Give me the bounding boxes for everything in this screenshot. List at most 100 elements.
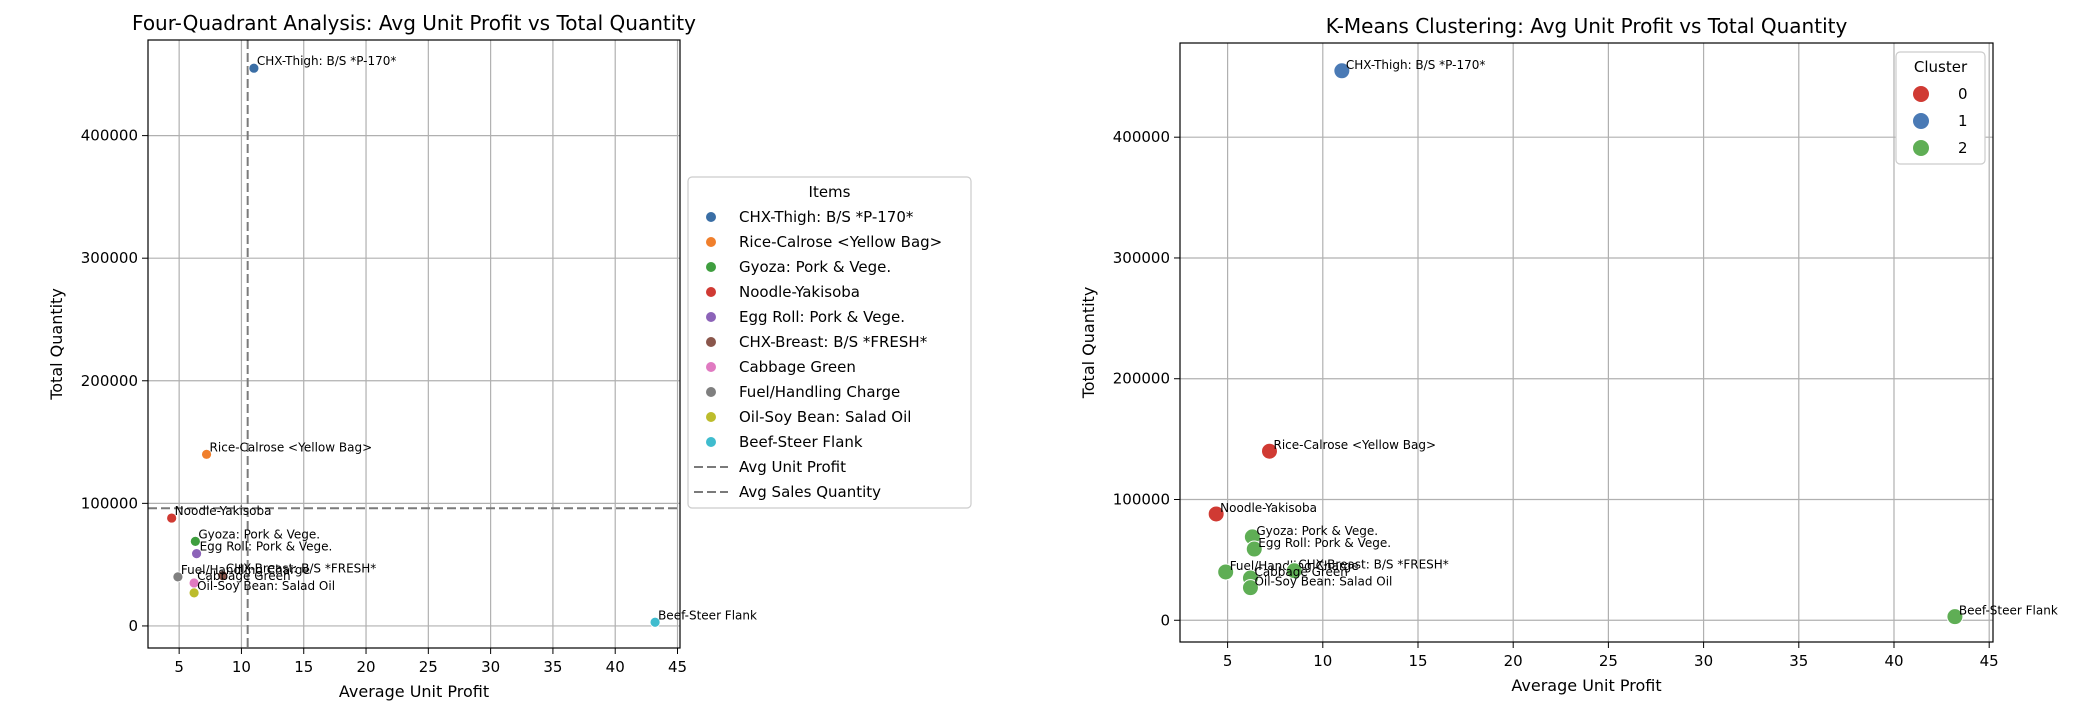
point-label: Rice-Calrose <Yellow Bag> <box>210 440 373 454</box>
x-tick-label: 30 <box>1694 652 1713 670</box>
data-point <box>188 587 200 599</box>
x-tick-label: 35 <box>543 658 562 676</box>
point-label: CHX-Thigh: B/S *P-170* <box>1346 58 1486 72</box>
data-point <box>248 62 260 74</box>
legend-title: Cluster <box>1914 58 1968 76</box>
point-label: Beef-Steer Flank <box>658 608 757 622</box>
x-tick-label: 20 <box>356 658 375 676</box>
chart-title: K-Means Clustering: Avg Unit Profit vs T… <box>1326 14 1848 38</box>
legend-marker <box>1913 86 1929 102</box>
data-point <box>217 570 229 582</box>
legend-entry: CHX-Breast: B/S *FRESH* <box>739 333 928 351</box>
legend-entry: 0 <box>1958 85 1968 103</box>
point-label: CHX-Breast: B/S *FRESH* <box>1298 558 1449 572</box>
legend: Items CHX-Thigh: B/S *P-170* Rice-Calrose … <box>687 176 972 509</box>
plot-0: 5 10 15 20 25 30 35 40 45 0 100000 200000 300000 4000… <box>47 11 972 701</box>
x-tick-label: 45 <box>668 658 687 676</box>
plot-frame <box>1179 42 1994 643</box>
data-point <box>1241 579 1259 597</box>
x-tick-label: 45 <box>1980 652 1999 670</box>
point-label: Oil-Soy Bean: Salad Oil <box>1254 575 1392 589</box>
x-tick-label: 40 <box>606 658 625 676</box>
legend-marker <box>706 337 716 347</box>
data-point <box>1333 62 1351 80</box>
legend-marker <box>706 287 716 297</box>
point-label: Rice-Calrose <Yellow Bag> <box>1273 438 1436 452</box>
point-label: Noodle-Yakisoba <box>175 504 272 518</box>
x-tick-label: 25 <box>419 658 438 676</box>
legend-entry: 1 <box>1958 112 1968 130</box>
legend-marker <box>1913 113 1929 129</box>
y-tick-label: 400000 <box>1113 128 1170 146</box>
data-point <box>1946 608 1964 626</box>
y-tick-label: 300000 <box>1113 249 1170 267</box>
x-tick-label: 15 <box>1408 652 1427 670</box>
legend-entry: Avg Sales Quantity <box>739 483 881 501</box>
point-label: Egg Roll: Pork & Vege. <box>200 540 333 554</box>
y-tick-label: 0 <box>1160 611 1170 629</box>
legend-box <box>1895 51 1986 165</box>
data-point <box>1245 540 1263 558</box>
legend-entry: Oil-Soy Bean: Salad Oil <box>739 408 911 426</box>
point-label: Gyoza: Pork & Vege. <box>198 527 320 541</box>
legend-marker <box>706 387 716 397</box>
x-axis-label: Average Unit Profit <box>1511 676 1661 695</box>
point-label: Oil-Soy Bean: Salad Oil <box>197 579 335 593</box>
legend-marker <box>706 262 716 272</box>
legend-entry: Egg Roll: Pork & Vege. <box>739 308 905 326</box>
x-tick-label: 10 <box>232 658 251 676</box>
legend-entry: Cabbage Green <box>739 358 856 376</box>
point-label: Gyoza: Pork & Vege. <box>1256 524 1378 538</box>
x-tick-label: 5 <box>174 658 184 676</box>
y-axis-label: Total Quantity <box>47 288 66 401</box>
y-axis-label: Total Quantity <box>1079 287 1098 400</box>
data-point <box>1285 562 1303 580</box>
point-label: CHX-Thigh: B/S *P-170* <box>257 54 397 68</box>
y-tick-label: 0 <box>128 617 138 635</box>
plot-1: 5 10 15 20 25 30 35 40 4501000002000003000004000… <box>1079 14 2058 695</box>
data-point <box>1217 563 1235 581</box>
legend-box <box>687 176 972 509</box>
legend-entry: Beef-Steer Flank <box>739 433 863 451</box>
legend-entry: CHX-Thigh: B/S *P-170* <box>739 208 914 226</box>
legend-marker <box>706 412 716 422</box>
legend-marker <box>706 312 716 322</box>
point-label: Noodle-Yakisoba <box>1220 501 1317 515</box>
data-point <box>201 448 212 460</box>
legend-marker <box>706 362 716 372</box>
data-point <box>1207 505 1225 523</box>
y-tick-label: 300000 <box>81 249 138 267</box>
legend-marker <box>1913 140 1929 156</box>
point-label: CHX-Breast: B/S *FRESH* <box>226 562 377 576</box>
legend-entry: Fuel/Handling Charge <box>739 383 900 401</box>
point-label: Fuel/Handling Charge <box>181 563 310 577</box>
legend: Cluster 0 1 2 <box>1895 51 1986 165</box>
data-point <box>189 535 201 547</box>
data-point <box>191 548 202 560</box>
y-tick-label: 100000 <box>1113 490 1170 508</box>
legend-marker <box>706 212 716 222</box>
legend-title: Items <box>809 183 851 201</box>
data-point <box>1260 442 1278 460</box>
y-tick-label: 100000 <box>81 494 138 512</box>
legend-entry: Avg Unit Profit <box>739 458 846 476</box>
data-point <box>172 571 184 583</box>
x-tick-label: 30 <box>481 658 500 676</box>
x-tick-label: 10 <box>1313 652 1332 670</box>
point-label: Cabbage Green <box>197 569 290 583</box>
x-tick-label: 25 <box>1599 652 1618 670</box>
x-tick-label: 5 <box>1223 652 1233 670</box>
legend-entry: Rice-Calrose <Yellow Bag> <box>739 233 942 251</box>
data-point <box>649 616 661 628</box>
x-axis-label: Average Unit Profit <box>339 682 489 701</box>
legend-marker <box>706 437 716 447</box>
legend-entry: 2 <box>1958 139 1968 157</box>
y-tick-label: 400000 <box>81 127 138 145</box>
chart-title: Four-Quadrant Analysis: Avg Unit Profit … <box>132 11 696 35</box>
legend-entry: Noodle-Yakisoba <box>739 283 860 301</box>
point-label: Egg Roll: Pork & Vege. <box>1258 536 1391 550</box>
x-tick-label: 35 <box>1789 652 1808 670</box>
x-tick-label: 40 <box>1884 652 1903 670</box>
